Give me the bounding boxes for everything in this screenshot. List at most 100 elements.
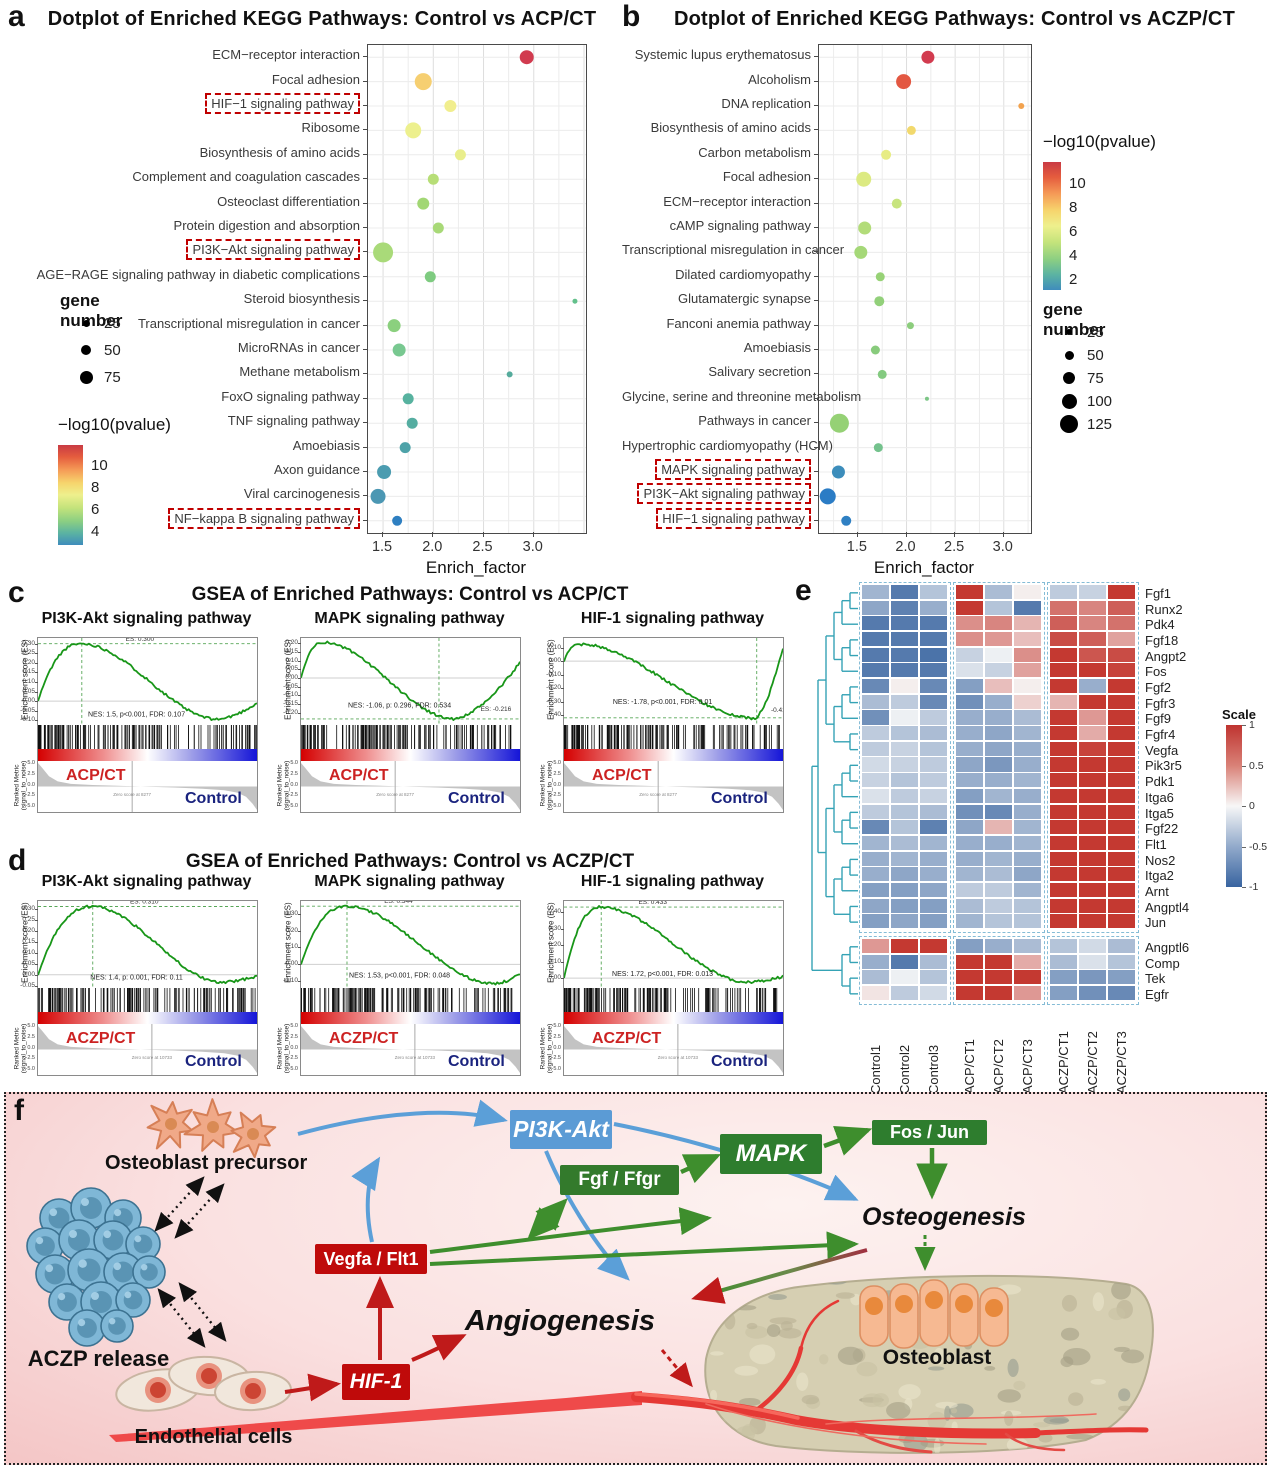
es-ytick: 0.10: [22, 948, 35, 956]
heatmap-cell: [1079, 820, 1106, 835]
heatmap-cell: [956, 851, 983, 866]
heatmap-cell: [1079, 694, 1106, 709]
column-label: ACZP/CT1: [1056, 1030, 1071, 1094]
y-tick: [814, 300, 818, 302]
heatmap-cell: [985, 773, 1012, 788]
pathway-label: Carbon metabolism: [698, 144, 811, 160]
heatmap-cell: [985, 851, 1012, 866]
heatmap-cell: [920, 820, 947, 835]
heatmap-cell: [891, 835, 918, 850]
heatmap-cell: [956, 882, 983, 897]
es-ytickmark: [298, 669, 301, 671]
pathway-dot: [519, 50, 534, 65]
es-ytick: 0.05: [22, 687, 35, 695]
heatmap-cell: [1050, 663, 1077, 678]
heatmap-cell: [920, 914, 947, 929]
pathway-dot: [370, 488, 386, 504]
heatmap-cell: [920, 835, 947, 850]
es-ytick: -0.30: [546, 697, 561, 705]
rank-ytick: 0.0: [27, 781, 35, 788]
es-ytickmark: [561, 961, 564, 963]
pathway-label: FoxO signaling pathway: [221, 388, 360, 404]
heatmap-cell: [1108, 726, 1135, 741]
pathway-dot: [829, 413, 849, 433]
endothelial-cells-label: Endothelial cells: [134, 1426, 293, 1448]
x-tick: [532, 532, 534, 537]
heatmap-cell: [862, 726, 889, 741]
heatmap-cell: [1050, 835, 1077, 850]
es-ytick: 0.10: [548, 643, 561, 651]
rank-ytick: 0.0: [553, 1044, 561, 1051]
heatmap-cell: [862, 820, 889, 835]
heatmap-cell: [891, 710, 918, 725]
heatmap-cell: [1108, 757, 1135, 772]
rank-ytick: 0.0: [290, 781, 298, 788]
rank-axis-label: Ranked Metric (signal_to_noise): [539, 1023, 554, 1073]
rank-ytick: 2.5: [553, 1033, 561, 1040]
rank-ytick: -5.0: [288, 803, 298, 809]
es-ytick: 0.20: [22, 658, 35, 666]
pathway-arrow: [691, 1248, 868, 1304]
heatmap-cell: [920, 647, 947, 662]
svg-text:NES: 1.72, p<0.001, FDR: 0.013: NES: 1.72, p<0.001, FDR: 0.013: [612, 971, 713, 978]
heatmap-cell: [920, 741, 947, 756]
gene-label: Fgf1: [1145, 586, 1172, 601]
boxed-pathway-label: NF−kappa B signaling pathway: [168, 507, 360, 529]
pathway-arrow: [527, 1198, 568, 1240]
pathway-label: HIF−1 signaling pathway: [622, 507, 811, 529]
scale-tick-label: -1: [1249, 881, 1259, 893]
heatmap-cell: [985, 898, 1012, 913]
legend-gene-number-title: gene number: [1043, 300, 1106, 339]
rank-ytick: -2.5: [288, 1055, 298, 1062]
pathway-dot: [424, 271, 436, 283]
svg-text:NES: 1.53, p<0.001, FDR: 0.048: NES: 1.53, p<0.001, FDR: 0.048: [349, 973, 450, 980]
heatmap-cell: [862, 647, 889, 662]
es-ytick: 0.30: [22, 639, 35, 647]
pathway-dot: [874, 296, 885, 307]
es-ytickmark: [298, 660, 301, 662]
y-tick: [363, 202, 367, 204]
pathway-label: Amoebiasis: [743, 340, 811, 355]
es-ytick: 0.10: [548, 957, 561, 965]
y-tick: [814, 519, 818, 521]
y-tick: [363, 227, 367, 228]
y-tick: [363, 349, 367, 350]
es-ytickmark: [35, 681, 38, 683]
rank-ytick: -2.5: [551, 792, 561, 799]
heatmap-cell: [1108, 914, 1135, 929]
rank-axis-label: Ranked Metric (signal_to_noise): [13, 760, 28, 810]
gsea-subplot-title: MAPK signaling pathway: [314, 610, 505, 627]
pathway-dot: [819, 488, 836, 505]
x-axis-label: Enrich_factor: [873, 558, 975, 577]
y-tick: [363, 471, 367, 472]
legend-pvalue-bar: [1043, 162, 1061, 290]
panel-a-letter: a: [8, 0, 25, 33]
x-tick-label: 2.0: [422, 539, 443, 555]
pathway-arrow: [174, 1183, 225, 1239]
pathway-arrow: [411, 1334, 467, 1362]
pathway-arrow: [660, 1349, 693, 1388]
pathway-arrow: [297, 1099, 508, 1136]
heatmap-cell: [1108, 867, 1135, 882]
gsea-plot: ES: -0.216 NES: -1.06, p: 0.296, FDR: 0.5…: [277, 637, 521, 813]
heatmap-cell: [956, 663, 983, 678]
y-tick: [363, 178, 367, 180]
heatmap-cell: [1050, 710, 1077, 725]
x-tick-label: 1.5: [371, 539, 393, 555]
pathway-dot: [891, 198, 902, 209]
pathway-label: Amoebiasis: [292, 437, 360, 453]
gsea-aczp: PI3K-Akt signaling pathway ES: 0.310 NES: …: [0, 843, 800, 1093]
heatmap-cell: [1014, 851, 1041, 866]
es-ytickmark: [298, 643, 301, 645]
pathway-dot: [856, 171, 872, 187]
heatmap-cell: [1108, 788, 1135, 803]
heatmap-cell: [1014, 741, 1041, 756]
heatmap-cell: [862, 882, 889, 897]
es-ytickmark: [35, 691, 38, 693]
heatmap-cell: [1050, 970, 1077, 985]
heatmap-cell: [1014, 694, 1041, 709]
pathway-dot: [427, 173, 439, 185]
heatmap-cell: [1014, 970, 1041, 985]
heatmap-cell: [891, 914, 918, 929]
gsea-subplot-title: HIF-1 signaling pathway: [580, 610, 765, 627]
